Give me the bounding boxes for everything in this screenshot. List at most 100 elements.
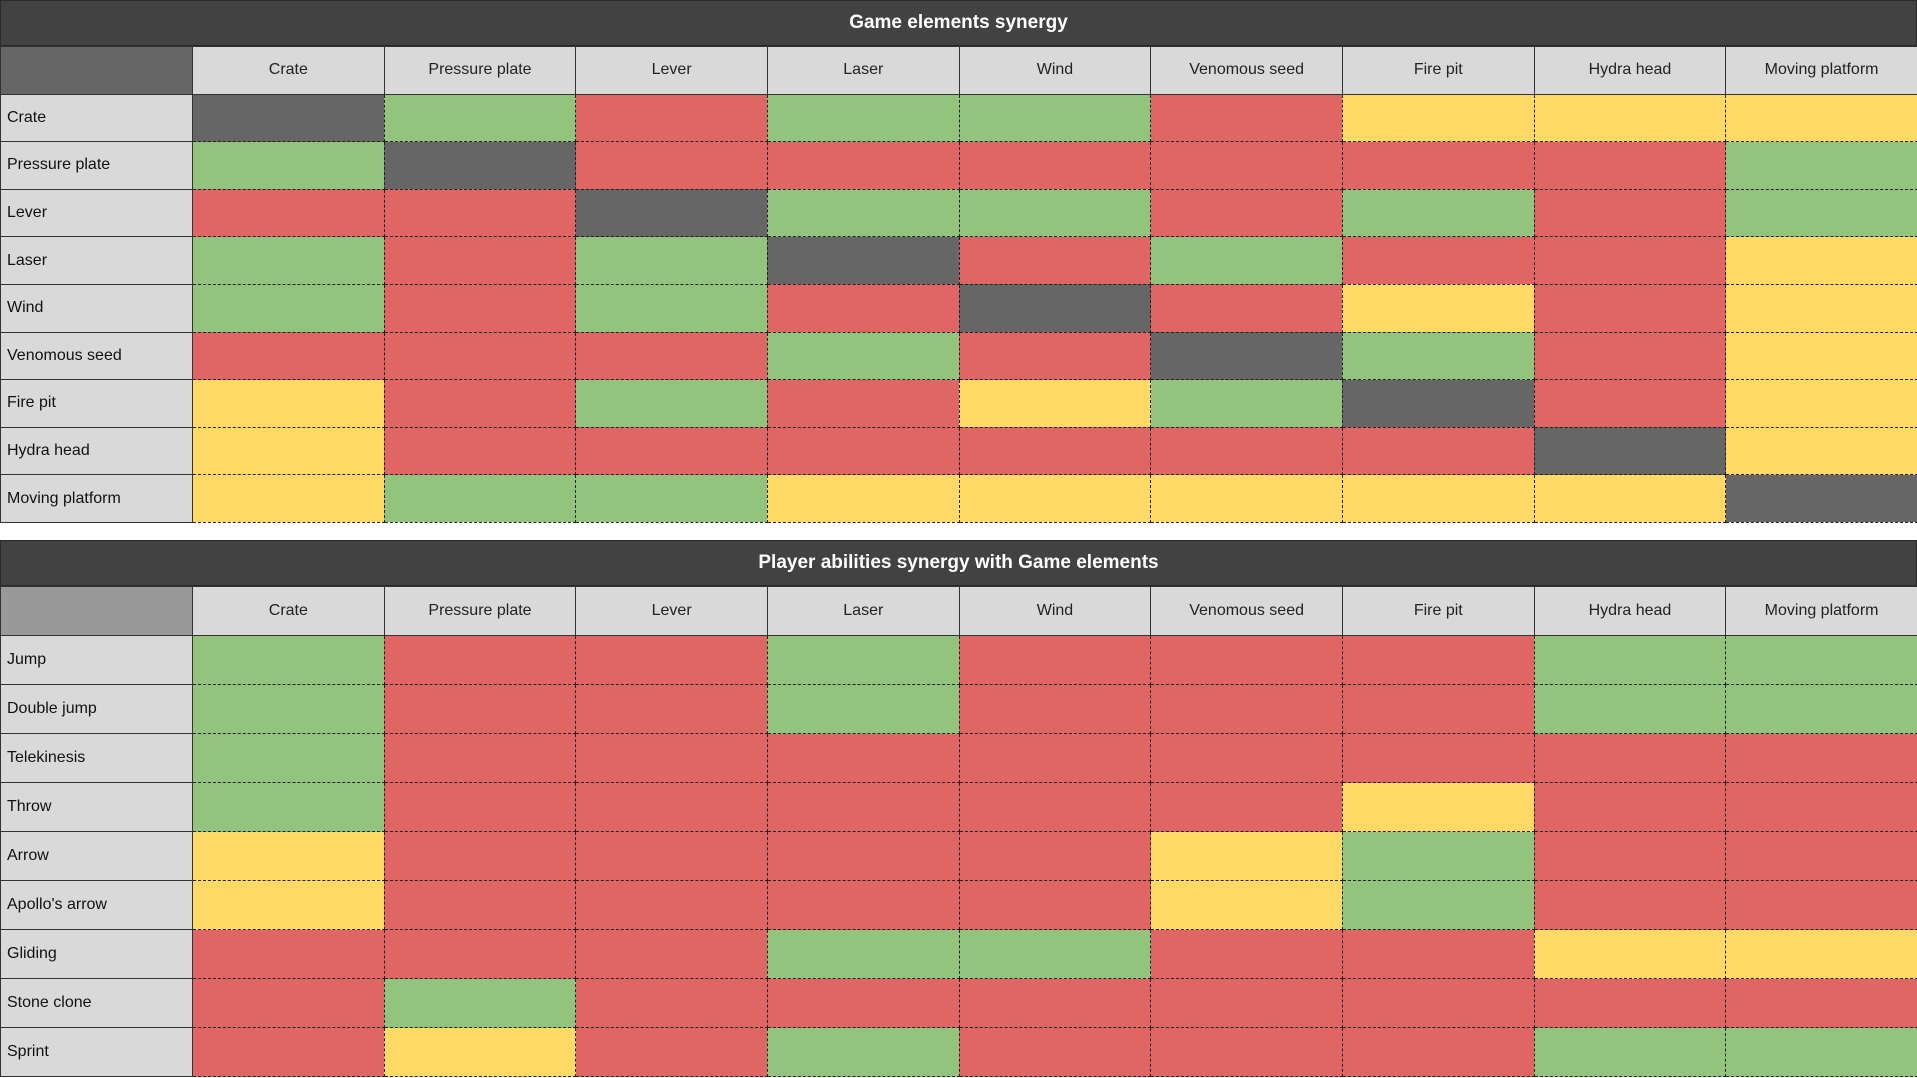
synergy-cell [1341,929,1535,979]
table-row: Arrow [0,831,1917,881]
row-header: Moving platform [0,474,193,523]
table-row: Double jump [0,684,1917,734]
table-title: Game elements synergy [0,0,1917,46]
synergy-cell [192,684,385,734]
synergy-cell [575,733,768,783]
synergy-cell [766,474,960,523]
row-header: Lever [0,188,193,238]
synergy-cell [383,379,577,428]
synergy-cell [383,283,577,333]
table-row: Jump [0,635,1917,685]
synergy-cell [1150,831,1343,881]
synergy-cell [1150,141,1343,190]
synergy-cell [1725,188,1917,238]
synergy-cell [766,1027,960,1077]
synergy-cell [575,426,768,476]
synergy-cell [575,978,768,1028]
synergy-cell [1150,236,1343,285]
synergy-cell [1533,684,1727,734]
row-header: Throw [0,782,193,832]
synergy-cell [958,635,1152,685]
synergy-grid: Crate Pressure plate Lever Laser Wind Venomou… [0,586,1917,1077]
synergy-cell [383,426,577,476]
synergy-cell [192,141,385,190]
synergy-cell [1533,831,1727,881]
synergy-cell [1341,474,1535,523]
synergy-cell [958,283,1152,333]
synergy-cell [1533,426,1727,476]
synergy-cell [1725,331,1917,381]
synergy-cell [575,1027,768,1077]
synergy-cell [1150,283,1343,333]
synergy-cell [958,141,1152,190]
synergy-cell [192,782,385,832]
synergy-cell [1341,426,1535,476]
synergy-cell [766,978,960,1028]
synergy-cell [383,635,577,685]
synergy-cell [958,782,1152,832]
row-header: Arrow [0,831,193,881]
synergy-cell [1725,141,1917,190]
table-body: Jump Double jump Telekinesis Throw Arrow Apol… [0,635,1917,1077]
synergy-cell [192,93,385,143]
synergy-cell [766,880,960,930]
synergy-cell [1341,331,1535,381]
column-header: Venomous seed [1150,586,1343,636]
synergy-cell [1150,474,1343,523]
synergy-cell [1341,733,1535,783]
synergy-cell [1150,929,1343,979]
synergy-cell [1150,1027,1343,1077]
synergy-cell [1533,283,1727,333]
synergy-cell [192,978,385,1028]
header-row: Crate Pressure plate Lever Laser Wind Venomou… [0,46,1917,95]
synergy-cell [383,733,577,783]
synergy-cell [1150,733,1343,783]
synergy-cell [1341,684,1535,734]
synergy-cell [192,379,385,428]
synergy-cell [1150,93,1343,143]
row-header: Crate [0,93,193,143]
synergy-cell [192,635,385,685]
synergy-cell [1341,236,1535,285]
synergy-cell [1725,831,1917,881]
row-header: Apollo's arrow [0,880,193,930]
synergy-cell [1533,978,1727,1028]
synergy-cell [383,1027,577,1077]
synergy-cell [1533,236,1727,285]
synergy-cell [766,426,960,476]
table-row: Venomous seed [0,331,1917,381]
synergy-cell [575,635,768,685]
table-row: Fire pit [0,379,1917,428]
synergy-cell [192,733,385,783]
table-row: Moving platform [0,474,1917,523]
row-header: Telekinesis [0,733,193,783]
synergy-cell [575,831,768,881]
synergy-cell [958,379,1152,428]
column-header: Pressure plate [383,586,577,636]
synergy-cell [766,635,960,685]
synergy-cell [1725,379,1917,428]
synergy-cell [1533,1027,1727,1077]
synergy-cell [192,1027,385,1077]
table-row: Sprint [0,1027,1917,1077]
synergy-grid: Crate Pressure plate Lever Laser Wind Venomou… [0,46,1917,523]
synergy-cell [1725,93,1917,143]
column-header: Laser [766,46,960,95]
synergy-cell [1341,379,1535,428]
row-header: Stone clone [0,978,193,1028]
synergy-cell [766,733,960,783]
synergy-cell [1533,929,1727,979]
synergy-cell [1150,331,1343,381]
synergy-cell [1533,188,1727,238]
column-header: Lever [575,586,768,636]
synergy-cell [958,474,1152,523]
synergy-cell [1725,283,1917,333]
synergy-cell [1725,1027,1917,1077]
synergy-cell [1341,93,1535,143]
synergy-cell [958,880,1152,930]
synergy-cell [575,782,768,832]
synergy-cell [1533,782,1727,832]
synergy-cell [766,236,960,285]
synergy-cell [1533,474,1727,523]
synergy-cell [383,684,577,734]
